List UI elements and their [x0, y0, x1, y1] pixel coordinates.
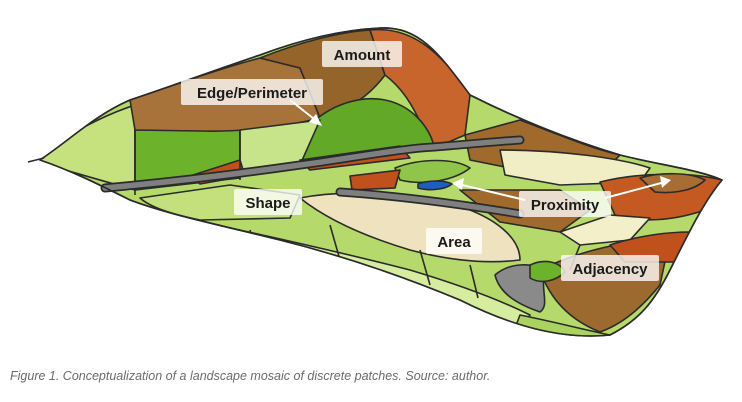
label-edge-perimeter: Edge/Perimeter [181, 79, 323, 105]
label-proximity: Proximity [519, 191, 611, 217]
proximity-arrow-left [457, 183, 526, 201]
proximity-arrowhead-right [660, 176, 671, 188]
label-adjacency-text: Adjacency [572, 261, 648, 278]
label-amount: Amount [322, 41, 402, 67]
patch-border-4 [419, 249, 431, 286]
landscape-mosaic-diagram: Amount Edge/Perimeter Shape Area Proximi… [27, 27, 723, 337]
road-inner [102, 137, 523, 191]
road-branch-inner [337, 189, 523, 217]
landscape-patches [27, 27, 723, 337]
label-shape-text: Shape [245, 195, 290, 212]
land-outline [39, 27, 723, 337]
label-area: Area [426, 228, 482, 254]
arrows [289, 99, 671, 201]
label-edge-perimeter-text: Edge/Perimeter [197, 85, 307, 102]
label-amount-text: Amount [334, 47, 391, 64]
proximity-arrow-right [604, 181, 666, 199]
label-area-text: Area [437, 234, 471, 251]
land-tail [27, 157, 45, 163]
edge-arrowhead [309, 114, 322, 126]
label-adjacency: Adjacency [561, 255, 659, 281]
label-proximity-text: Proximity [531, 197, 600, 214]
patch-blue-water [417, 180, 453, 191]
label-shape: Shape [234, 189, 302, 215]
patch-border-3 [329, 224, 341, 261]
patch-brown-right-small [639, 172, 706, 194]
patch-border-5 [469, 264, 479, 299]
proximity-arrowhead-left [452, 178, 464, 190]
patch-rust-strip-center [349, 169, 401, 191]
patch-green-ellipse-mid [394, 159, 471, 184]
figure-caption: Figure 1. Conceptualization of a landsca… [10, 369, 491, 383]
patch-cream-small-right [559, 214, 651, 246]
